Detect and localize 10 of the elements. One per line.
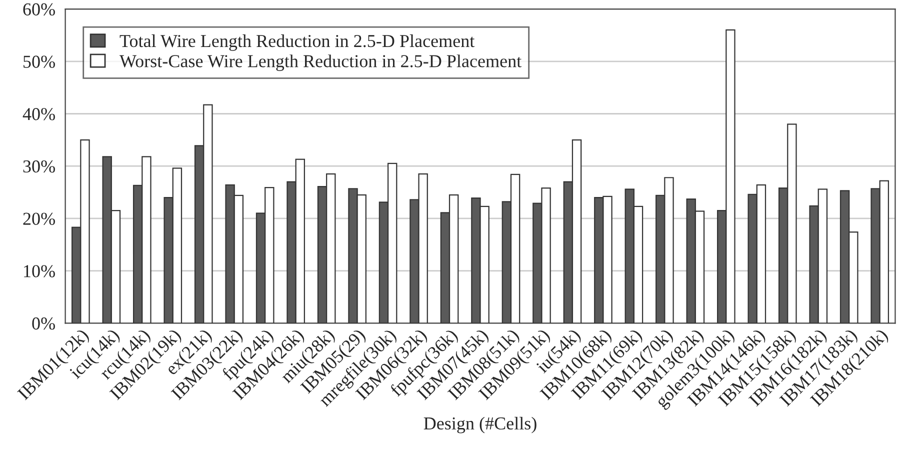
y-tick-label: 20%	[23, 212, 55, 225]
x-axis-title: Design (#Cells)	[424, 416, 536, 434]
y-tick-label: 10%	[24, 265, 55, 278]
y-tick-label: 40%	[22, 108, 55, 120]
y-tick-label: 30%	[23, 160, 55, 173]
legend-label: Total Wire Length Reduction in 2.5-D Placement	[120, 34, 475, 51]
y-tick-label: 0%	[32, 317, 55, 330]
legend-label: Worst-Case Wire Length Reduction in 2.5-D Placement	[119, 54, 522, 71]
y-tick-label: 50%	[24, 56, 55, 68]
y-tick-label: 60%	[23, 3, 55, 16]
